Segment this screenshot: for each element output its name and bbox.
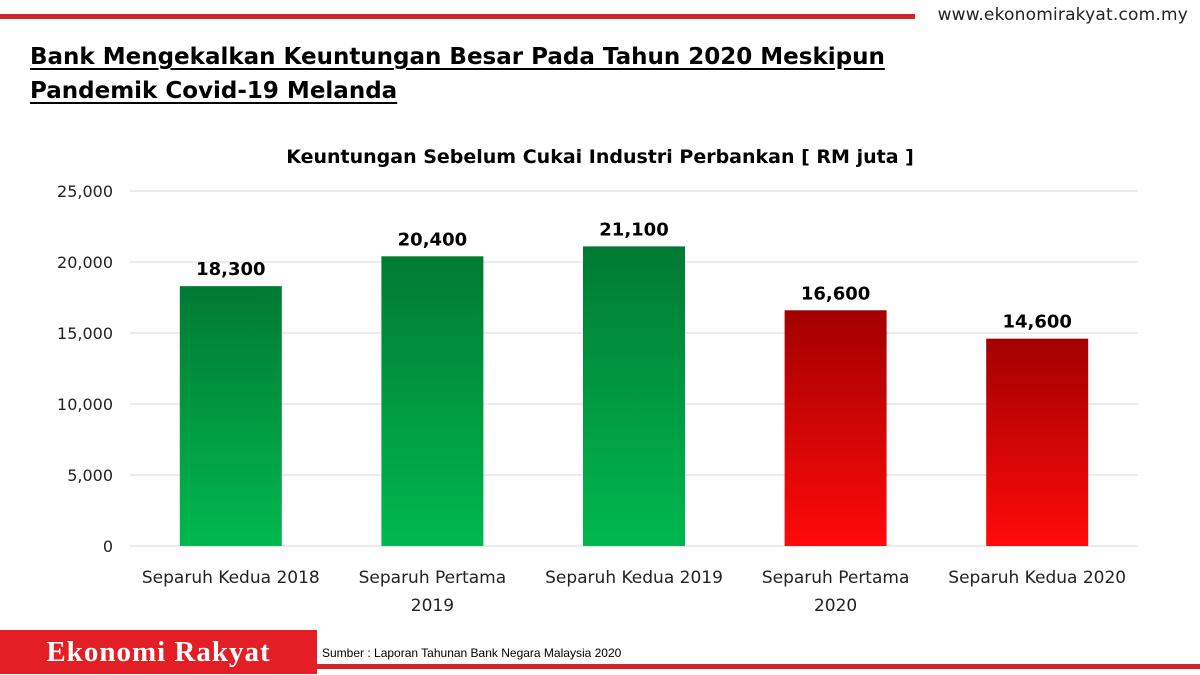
bars [179, 246, 1089, 546]
chart-title: Keuntungan Sebelum Cukai Industri Perban… [286, 146, 914, 168]
data-label: 18,300 [196, 259, 265, 280]
data-label: 14,600 [1002, 312, 1071, 333]
data-label: 21,100 [599, 219, 668, 240]
y-tick-label: 5,000 [67, 466, 113, 485]
x-tick-label: Separuh Kedua 2019 [545, 568, 723, 588]
x-tick-line: Separuh Kedua 2018 [142, 568, 320, 588]
headline-line-1: Bank Mengekalkan Keuntungan Besar Pada T… [30, 44, 885, 70]
x-tick-label: Separuh Kedua 2020 [948, 568, 1126, 588]
y-tick-label: 15,000 [57, 324, 113, 343]
x-tick-line: Separuh Kedua 2020 [948, 568, 1126, 588]
x-tick-line: 2019 [411, 596, 454, 616]
bottom-accent-bar [317, 664, 1200, 669]
x-tick-line: Separuh Pertama [359, 568, 507, 588]
bar [179, 286, 282, 546]
data-label: 20,400 [398, 229, 467, 250]
x-tick-line: Separuh Pertama [762, 568, 910, 588]
data-label: 16,600 [801, 283, 870, 304]
x-tick-line: 2020 [814, 596, 857, 616]
profit-bar-chart: Keuntungan Sebelum Cukai Industri Perban… [57, 146, 1138, 616]
y-axis: 0 5,000 10,000 15,000 20,000 25,000 [57, 182, 113, 556]
bar [583, 246, 685, 546]
bar [784, 310, 887, 546]
top-accent-bar [0, 14, 915, 19]
x-tick-label: Separuh Pertama 2020 [762, 568, 910, 616]
bar [986, 338, 1089, 546]
y-tick-label: 20,000 [57, 253, 113, 272]
page-title: Bank Mengekalkan Keuntungan Besar Pada T… [30, 40, 930, 108]
x-axis: Separuh Kedua 2018 Separuh Pertama 2019Sep… [142, 568, 1126, 616]
y-tick-label: 10,000 [57, 395, 113, 414]
website-url[interactable]: www.ekonomirakyat.com.my [937, 5, 1188, 25]
x-tick-label: Separuh Kedua 2018 [142, 568, 320, 588]
headline-line-2: Pandemik Covid-19 Melanda [30, 78, 398, 104]
y-tick-label: 0 [103, 537, 113, 556]
brand-logo: Ekonomi Rakyat [0, 628, 317, 674]
y-tick-label: 25,000 [57, 182, 113, 201]
source-note: Sumber : Laporan Tahunan Bank Negara Mal… [322, 646, 622, 660]
bar [381, 256, 484, 546]
x-tick-label: Separuh Pertama 2019 [359, 568, 507, 616]
data-labels: 18,300 20,400 21,100 16,600 14,600 [196, 219, 1072, 332]
x-tick-line: Separuh Kedua 2019 [545, 568, 723, 588]
